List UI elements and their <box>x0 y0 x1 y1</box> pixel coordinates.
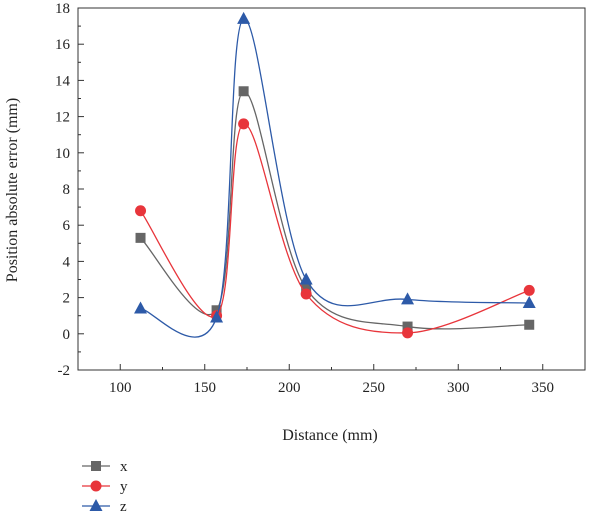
y-tick-label: 18 <box>55 1 70 17</box>
y-tick-label: 2 <box>63 291 71 307</box>
x-axis-title: Distance (mm) <box>282 427 378 444</box>
legend-label: x <box>120 459 128 475</box>
x-tick-label: 200 <box>278 380 301 396</box>
series-y <box>135 118 535 339</box>
data-point-z <box>299 272 313 285</box>
data-point-z <box>522 296 536 309</box>
y-tick-label: 4 <box>63 254 71 270</box>
y-tick-label: -2 <box>58 363 71 379</box>
data-point-x <box>524 319 535 330</box>
data-point-x <box>135 232 146 243</box>
y-tick-label: 12 <box>55 110 70 126</box>
legend-label: z <box>120 499 127 515</box>
data-point-y <box>135 205 147 217</box>
data-point-x <box>402 321 413 332</box>
data-point-z <box>210 310 224 323</box>
y-tick-label: 8 <box>63 182 71 198</box>
data-point-y <box>523 284 535 296</box>
y-tick-label: 6 <box>63 218 71 234</box>
y-tick-label: 16 <box>55 37 71 53</box>
series-line-x <box>140 90 530 330</box>
legend-label: y <box>120 479 128 495</box>
series-line-y <box>140 123 530 334</box>
data-point-y <box>300 288 312 300</box>
data-point-z <box>134 301 148 314</box>
data-point-z <box>237 11 251 24</box>
data-point-y <box>402 327 414 339</box>
legend-marker <box>91 461 101 471</box>
series-x <box>135 86 535 332</box>
legend-item-z: z <box>82 499 127 515</box>
x-tick-label: 150 <box>194 380 217 396</box>
x-tick-label: 300 <box>447 380 470 396</box>
legend-marker <box>89 499 103 511</box>
legend-marker <box>90 480 102 492</box>
x-tick-label: 350 <box>532 380 555 396</box>
data-point-y <box>238 118 250 130</box>
y-tick-label: 0 <box>63 327 71 343</box>
x-tick-label: 100 <box>109 380 132 396</box>
x-tick-label: 250 <box>363 380 386 396</box>
legend-item-y: y <box>82 479 128 495</box>
series-z <box>134 11 536 338</box>
data-point-z <box>401 292 415 305</box>
y-tick-label: 14 <box>55 73 71 89</box>
legend-item-x: x <box>82 459 128 475</box>
y-axis-title: Position absolute error (mm) <box>4 98 21 282</box>
series-line-z <box>140 18 530 338</box>
data-point-x <box>238 86 249 97</box>
y-tick-label: 10 <box>55 146 70 162</box>
